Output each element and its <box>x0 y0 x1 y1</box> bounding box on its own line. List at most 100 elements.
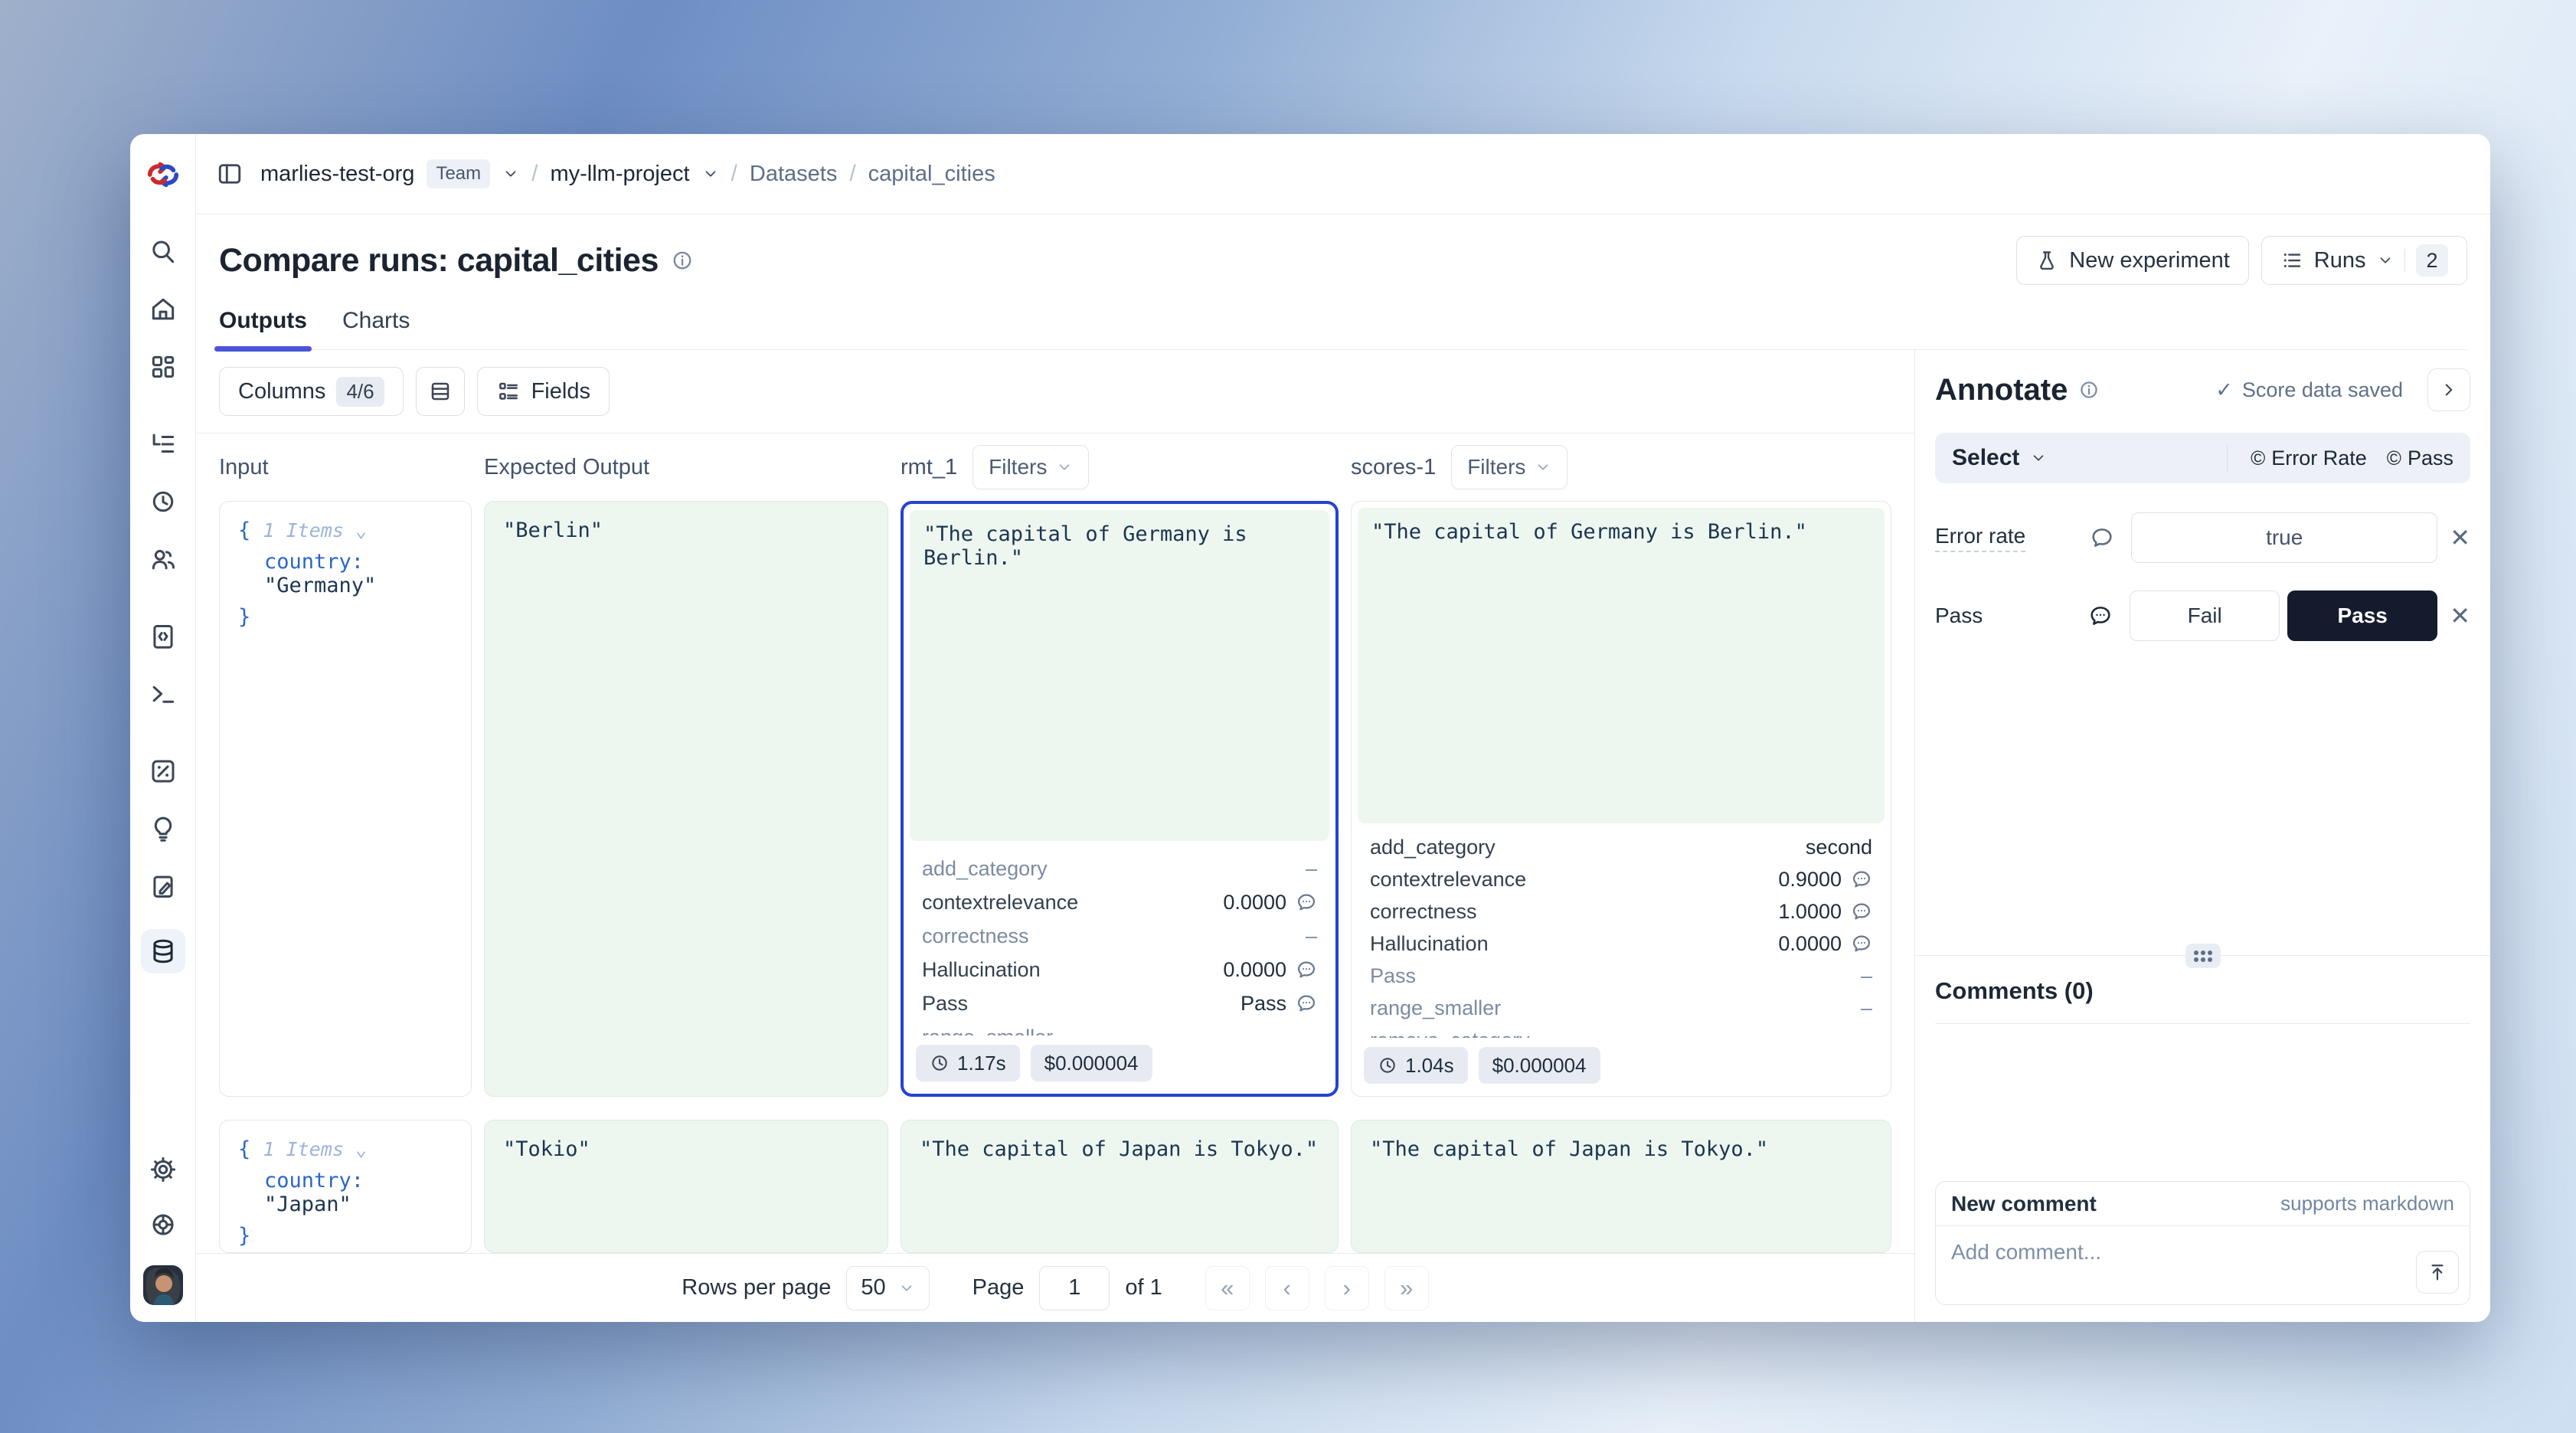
run1-output-cell-selected[interactable]: "The capital of Germany is Berlin." add_… <box>901 501 1339 1097</box>
error-rate-label: Error rate <box>1935 524 2026 552</box>
metric-row[interactable]: contextrelevance 0.9000 <box>1370 863 1872 895</box>
metric-row[interactable]: remove_category– <box>1370 1024 1872 1039</box>
run2-output-cell[interactable]: "The capital of Germany is Berlin." add_… <box>1351 501 1891 1097</box>
page-number-input[interactable] <box>1039 1265 1110 1310</box>
search-icon[interactable] <box>149 237 178 267</box>
users-icon[interactable] <box>149 545 178 574</box>
col-header-run1: rmt_1 <box>901 454 958 479</box>
metric-row[interactable]: contextrelevance 0.0000 <box>922 885 1317 919</box>
code-file-icon[interactable] <box>149 622 178 651</box>
info-icon[interactable] <box>2078 379 2100 401</box>
expected-output-cell[interactable]: "Tokio" <box>484 1120 888 1253</box>
pass-option-button[interactable]: Pass <box>2287 591 2438 641</box>
settings-gear-icon[interactable] <box>149 1155 178 1184</box>
run2-output-cell[interactable]: "The capital of Japan is Tokyo." <box>1351 1120 1891 1253</box>
datasets-icon-active[interactable] <box>140 929 185 973</box>
comment-bubble-icon[interactable] <box>1296 993 1317 1014</box>
run2-filters-button[interactable]: Filters <box>1451 445 1568 489</box>
rows-per-page-select[interactable]: 50 <box>846 1265 930 1310</box>
breadcrumb-project[interactable]: my-llm-project <box>550 161 690 186</box>
metric-row[interactable]: Pass Pass <box>922 986 1317 1020</box>
annotations-icon[interactable] <box>149 872 178 901</box>
input-cell[interactable]: { 1 Items ⌄ country: "Germany" } <box>219 501 472 1097</box>
info-icon[interactable] <box>671 249 694 272</box>
fields-button[interactable]: Fields <box>476 367 610 416</box>
help-lifebuoy-icon[interactable] <box>149 1210 178 1239</box>
clock-icon <box>1380 1058 1395 1073</box>
scorer-chip-label: Pass <box>2407 446 2453 469</box>
comment-input[interactable] <box>1936 1226 2470 1304</box>
collapse-sidebar-icon[interactable] <box>216 160 244 188</box>
traces-icon[interactable] <box>149 430 178 459</box>
columns-button[interactable]: Columns 4/6 <box>219 367 404 416</box>
comment-bubble-icon[interactable] <box>1296 892 1317 913</box>
annotation-select-dropdown[interactable]: Select <box>1952 445 2047 471</box>
new-experiment-button[interactable]: New experiment <box>2016 236 2249 285</box>
user-avatar[interactable] <box>142 1265 183 1305</box>
input-cell[interactable]: { 1 Items ⌄ country: "Japan" } <box>219 1120 472 1253</box>
json-items-count[interactable]: 1 Items ⌄ <box>263 1138 367 1160</box>
comment-bubble-icon[interactable] <box>1296 959 1317 980</box>
row-height-button[interactable] <box>415 367 465 416</box>
run1-metrics: add_category – contextrelevance 0.0000 cor… <box>904 847 1335 1036</box>
collapse-panel-button[interactable] <box>2427 368 2470 411</box>
col-header-input: Input <box>219 454 269 479</box>
breadcrumb-org[interactable]: marlies-test-org <box>260 161 415 186</box>
terminal-icon[interactable] <box>149 679 178 708</box>
rows-per-page-label: Rows per page <box>682 1275 832 1300</box>
submit-comment-button[interactable] <box>2416 1251 2459 1294</box>
scorer-icon: © <box>2386 447 2401 469</box>
json-value: "Germany" <box>264 574 377 597</box>
fields-label: Fields <box>531 378 590 404</box>
expected-output-cell[interactable]: "Berlin" <box>484 501 888 1097</box>
metric-row[interactable]: range_smaller– <box>922 1020 1317 1036</box>
breadcrumb-datasets[interactable]: Datasets <box>749 161 838 186</box>
sidebar-bottom <box>142 1155 183 1322</box>
prev-page-button[interactable]: ‹ <box>1264 1265 1309 1310</box>
comment-bubble-dots-icon[interactable] <box>2088 604 2113 628</box>
dashboard-icon[interactable] <box>149 352 178 381</box>
table-rows: { 1 Items ⌄ country: "Germany" } "Berlin… <box>196 501 1914 1253</box>
evaluations-icon[interactable] <box>149 757 178 786</box>
runs-button[interactable]: Runs 2 <box>2261 236 2467 285</box>
tab-outputs[interactable]: Outputs <box>214 308 312 352</box>
run1-output-cell[interactable]: "The capital of Japan is Tokyo." <box>901 1120 1339 1253</box>
scorer-chip-pass[interactable]: © Pass <box>2387 447 2453 470</box>
first-page-button[interactable]: « <box>1205 1265 1250 1310</box>
chevron-down-icon[interactable] <box>702 165 719 182</box>
breadcrumb-separator: / <box>531 161 538 186</box>
page-of-label: of 1 <box>1125 1275 1162 1300</box>
columns-count-badge: 4/6 <box>336 376 384 407</box>
metric-row[interactable]: range_smaller– <box>1370 996 1872 1019</box>
metric-row[interactable]: Pass – <box>1370 964 1872 987</box>
metric-row[interactable]: Hallucination 0.0000 <box>1370 928 1872 960</box>
comment-bubble-icon[interactable] <box>1851 901 1872 922</box>
json-items-count[interactable]: 1 Items ⌄ <box>263 519 367 541</box>
home-icon[interactable] <box>149 295 178 324</box>
comment-bubble-icon[interactable] <box>1851 869 1872 890</box>
metric-row[interactable]: add_category second <box>1370 835 1872 859</box>
tab-charts[interactable]: Charts <box>342 308 410 333</box>
org-logo[interactable] <box>130 134 195 214</box>
run1-filters-button[interactable]: Filters <box>973 445 1090 489</box>
expected-output-text: "Tokio" <box>503 1137 590 1161</box>
comment-bubble-icon[interactable] <box>1851 933 1872 954</box>
metric-row[interactable]: add_category – <box>922 856 1317 880</box>
error-rate-value-input[interactable] <box>2131 512 2438 563</box>
clear-error-rate-icon[interactable]: ✕ <box>2450 524 2470 551</box>
metric-row[interactable]: Hallucination 0.0000 <box>922 953 1317 986</box>
breadcrumb-separator: / <box>731 161 737 186</box>
comment-bubble-icon[interactable] <box>2090 525 2114 550</box>
chevron-down-icon[interactable] <box>502 165 519 182</box>
fields-icon <box>499 382 518 400</box>
metric-row[interactable]: correctness – <box>922 924 1317 947</box>
drag-handle[interactable] <box>2185 944 2221 968</box>
last-page-button[interactable]: » <box>1384 1265 1429 1310</box>
history-icon[interactable] <box>149 487 178 516</box>
metric-row[interactable]: correctness 1.0000 <box>1370 895 1872 928</box>
clear-pass-icon[interactable]: ✕ <box>2450 602 2470 630</box>
next-page-button[interactable]: › <box>1324 1265 1369 1310</box>
prompts-icon[interactable] <box>149 814 178 843</box>
fail-option-button[interactable]: Fail <box>2130 591 2280 641</box>
scorer-chip-error-rate[interactable]: © Error Rate <box>2251 447 2367 470</box>
